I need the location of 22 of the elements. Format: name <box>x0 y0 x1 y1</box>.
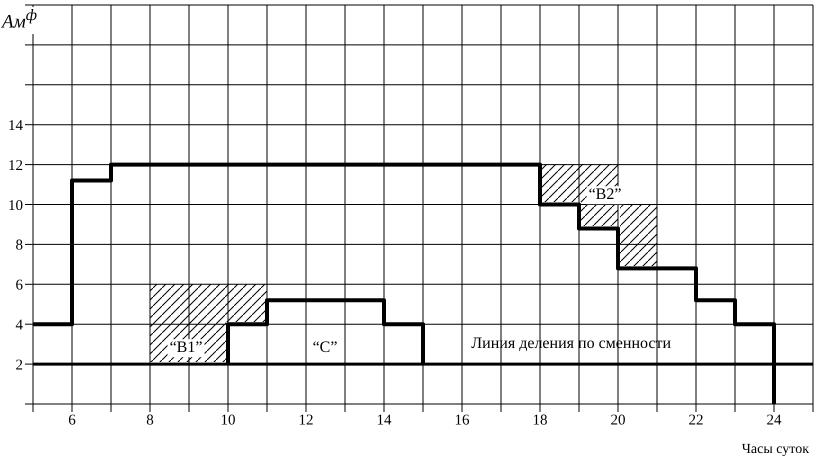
y-tick-label: 6 <box>16 278 24 294</box>
x-tick-label: 6 <box>68 412 76 429</box>
annotation: “B1” <box>168 339 204 357</box>
x-tick-label: 24 <box>766 412 782 429</box>
x-tick-label: 16 <box>454 412 470 429</box>
x-tick-label: 12 <box>298 412 314 429</box>
annotation: “B2” <box>586 186 624 204</box>
y-tick-label: 4 <box>16 318 24 334</box>
x-tick-label: 18 <box>532 412 548 429</box>
y-tick-label: 12 <box>8 158 23 174</box>
x-tick-label: 14 <box>376 412 392 429</box>
x-tick-label: 20 <box>610 412 626 429</box>
x-tick-label: 22 <box>688 412 704 429</box>
y-tick-label: 8 <box>16 238 23 254</box>
y-tick-label: 14 <box>8 118 24 134</box>
annotation: “C” <box>310 339 340 357</box>
x-axis-title: Часы суток <box>742 442 810 457</box>
x-tick-label: 10 <box>220 412 236 429</box>
y-tick-label: 10 <box>8 198 23 214</box>
y-tick-label: 2 <box>16 357 23 374</box>
x-tick-label: 8 <box>146 412 154 429</box>
y-axis-title: Ам$^{ф}$ <box>2 7 39 34</box>
